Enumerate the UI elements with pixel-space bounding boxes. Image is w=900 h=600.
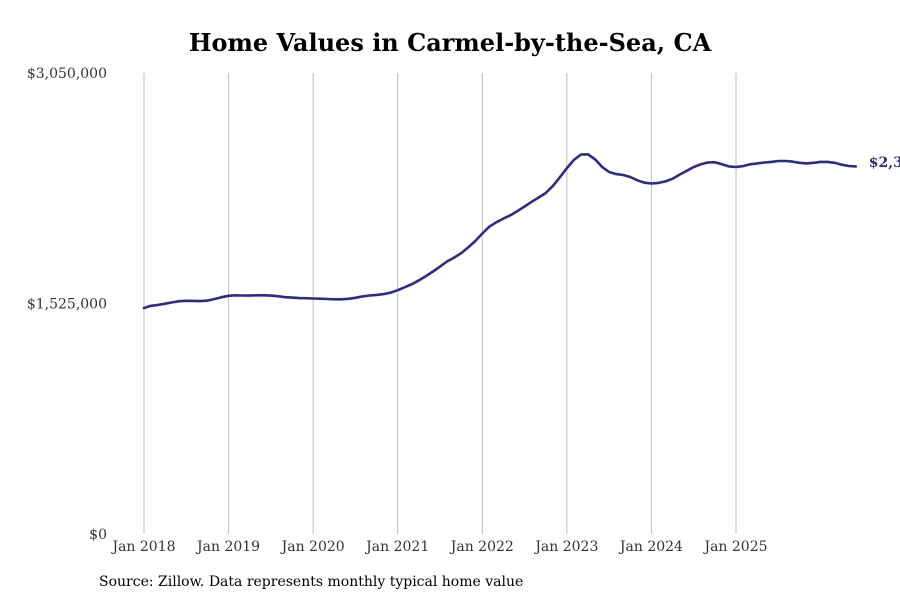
x-tick-label: Jan 2021 [364,539,429,555]
end-value-label: $2,362,586 [869,155,900,171]
x-tick-label: Jan 2018 [110,539,175,555]
x-tick-label: Jan 2023 [533,539,598,555]
y-tick-label: $0 [89,527,107,543]
y-tick-label: $3,050,000 [27,66,107,82]
x-tick-label: Jan 2024 [618,539,683,555]
x-tick-label: Jan 2020 [280,539,345,555]
series-line-home-values [142,153,858,310]
source-note: Source: Zillow. Data represents monthly … [99,574,524,590]
x-tick-label: Jan 2019 [195,539,260,555]
y-tick-label: $1,525,000 [27,297,107,313]
y-axis-tick-labels: $0 $1,525,000 $3,050,000 [27,66,107,543]
x-axis-tick-labels: Jan 2018 Jan 2019 Jan 2020 Jan 2021 Jan 2022… [110,539,767,555]
gridlines [143,73,737,534]
x-tick-label: Jan 2022 [449,539,514,555]
chart-title: Home Values in Carmel-by-the-Sea, CA [188,28,712,57]
x-tick-label: Jan 2025 [702,539,767,555]
